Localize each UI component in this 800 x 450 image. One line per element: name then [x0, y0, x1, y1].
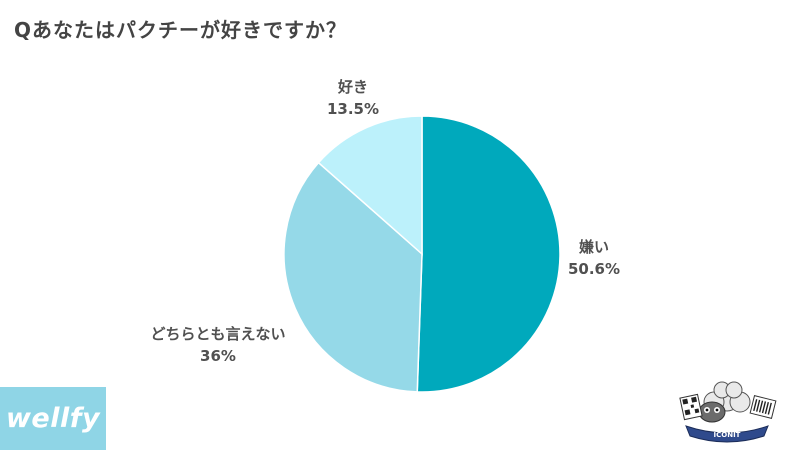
- iconit-logo-text: ICONIT: [714, 431, 741, 439]
- slice-label-like-name: 好き: [337, 78, 369, 96]
- pie-slice-like: [317, 115, 423, 256]
- sheep-mascot-icon: ICONIT: [679, 381, 777, 443]
- slice-label-dislike-name: 嫌い: [578, 238, 610, 256]
- slice-label-neutral: どちらとも言えない 36%: [150, 323, 285, 367]
- slice-label-neutral-name: どちらとも言えない: [150, 325, 286, 343]
- slice-label-neutral-value: 36%: [200, 347, 236, 365]
- wellfy-logo-text: wellfy: [5, 403, 101, 434]
- chart-title: Qあなたはパクチーが好きですか？: [14, 18, 348, 42]
- slice-label-dislike-value: 50.6%: [567, 260, 621, 278]
- pie-slice-dislike: [416, 115, 561, 393]
- slice-label-like: 好き 13.5%: [327, 76, 379, 120]
- wellfy-logo: wellfy: [0, 387, 106, 450]
- slice-label-dislike: 嫌い 50.6%: [568, 236, 620, 280]
- pie-slice-neutral: [283, 161, 423, 393]
- slice-label-like-value: 13.5%: [326, 100, 380, 118]
